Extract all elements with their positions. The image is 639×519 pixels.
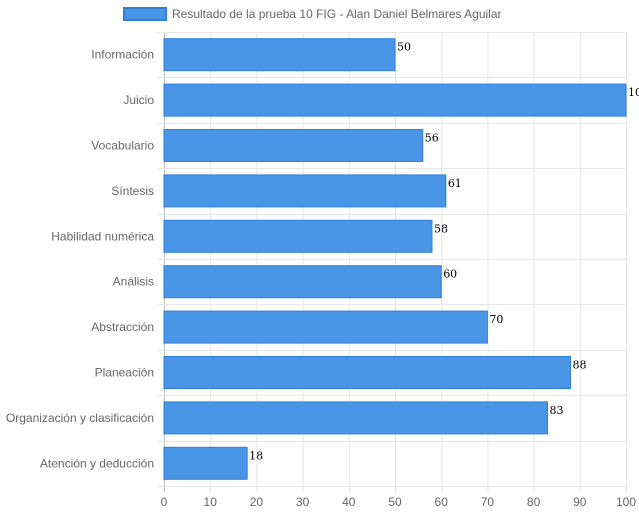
- category-label: Juicio: [123, 93, 154, 107]
- data-label: 70: [489, 313, 503, 326]
- x-tick-label: 30: [296, 495, 310, 509]
- legend-label: Resultado de la prueba 10 FIG - Alan Dan…: [172, 7, 502, 21]
- legend-swatch: [123, 7, 167, 21]
- y-axis-labels: Información Juicio Vocabulario Síntesis Habi…: [6, 48, 154, 471]
- bar[interactable]: [163, 219, 433, 253]
- bar[interactable]: [163, 83, 627, 117]
- x-tick-label: 40: [342, 495, 356, 509]
- bar[interactable]: [163, 446, 248, 480]
- data-label: 83: [549, 404, 563, 417]
- legend[interactable]: Resultado de la prueba 10 FIG - Alan Dan…: [123, 7, 502, 21]
- x-tick-label: 60: [435, 495, 449, 509]
- category-label: Habilidad numérica: [51, 229, 154, 243]
- category-label: Planeación: [95, 366, 154, 380]
- bar[interactable]: [163, 174, 447, 208]
- x-tick-label: 50: [388, 495, 402, 509]
- bar[interactable]: [163, 356, 572, 389]
- x-tick-label: 100: [616, 495, 636, 509]
- data-label: 58: [434, 222, 448, 235]
- category-label: Vocabulario: [91, 139, 154, 153]
- data-label: 50: [397, 41, 411, 54]
- data-label: 18: [249, 449, 263, 462]
- bar[interactable]: [163, 38, 396, 72]
- category-label: Organización y clasificación: [6, 411, 154, 425]
- x-tick-label: 0: [161, 495, 168, 509]
- bar[interactable]: [163, 310, 488, 344]
- x-axis-labels: 0 10 20 30 40 50 60 70 80 90 100: [161, 495, 637, 509]
- bar[interactable]: [163, 265, 442, 299]
- category-label: Información: [91, 48, 154, 62]
- category-label: Análisis: [113, 275, 154, 289]
- bars: [163, 38, 627, 480]
- x-tick-label: 80: [527, 495, 541, 509]
- category-label: Abstracción: [91, 320, 154, 334]
- category-label: Atención y deducción: [40, 456, 154, 470]
- data-label: 100: [628, 86, 639, 99]
- x-tick-label: 10: [204, 495, 218, 509]
- bar[interactable]: [163, 401, 548, 435]
- data-label: 88: [573, 359, 587, 372]
- data-label: 61: [448, 177, 462, 190]
- data-label: 56: [425, 132, 439, 145]
- x-tick-label: 70: [481, 495, 495, 509]
- data-label: 60: [443, 268, 457, 281]
- bar[interactable]: [163, 129, 424, 162]
- x-tick-label: 20: [250, 495, 264, 509]
- category-label: Síntesis: [111, 184, 154, 198]
- data-labels: 50 100 56 61 58 60 70 88 83 18: [249, 41, 639, 463]
- x-tick-label: 90: [573, 495, 587, 509]
